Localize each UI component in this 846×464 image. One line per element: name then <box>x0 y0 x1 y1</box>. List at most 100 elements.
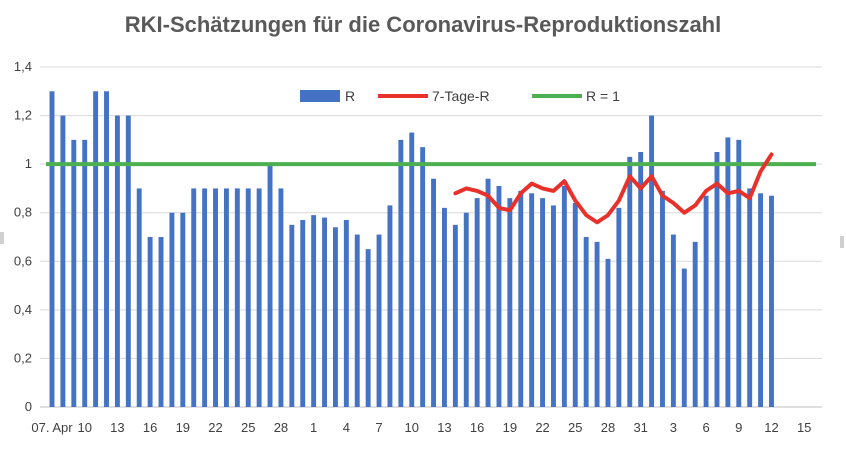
bar <box>452 224 458 407</box>
bar <box>769 195 774 407</box>
bar <box>289 224 295 407</box>
x-tick-label: 25 <box>568 420 582 435</box>
bar <box>670 234 676 407</box>
bar <box>540 198 546 407</box>
bar <box>703 195 709 407</box>
legend-label: 7-Tage-R <box>432 88 490 104</box>
bar <box>71 139 77 407</box>
bar <box>332 227 338 407</box>
bar <box>267 164 273 407</box>
bar <box>191 188 197 407</box>
bar <box>627 156 633 407</box>
x-tick-label: 12 <box>764 420 778 435</box>
bar <box>692 241 698 407</box>
bar <box>616 207 622 407</box>
bar <box>463 212 469 407</box>
bar <box>278 188 284 407</box>
x-tick-label: 10 <box>405 420 419 435</box>
bar <box>572 203 578 407</box>
bar <box>256 188 262 407</box>
bar <box>136 188 142 407</box>
bar <box>681 268 687 407</box>
legend-label: R = 1 <box>586 88 620 104</box>
bar <box>147 237 153 407</box>
bar <box>311 215 317 407</box>
x-tick-label: 13 <box>437 420 451 435</box>
x-tick-label: 13 <box>110 420 124 435</box>
bar <box>158 237 164 407</box>
bar <box>245 188 251 407</box>
x-tick-label: 25 <box>241 420 255 435</box>
x-tick-label: 07. Apr <box>31 420 73 435</box>
bar <box>387 205 393 407</box>
x-tick-label: 16 <box>470 420 484 435</box>
x-tick-label: 7 <box>375 420 382 435</box>
chart-title: RKI-Schätzungen für die Coronavirus-Repr… <box>124 12 722 37</box>
bar <box>420 147 426 407</box>
y-tick-label: 1 <box>25 156 32 171</box>
x-tick-label: 19 <box>176 420 190 435</box>
legend-swatch-r <box>300 90 340 102</box>
bar <box>125 115 131 408</box>
bar <box>104 91 109 408</box>
bar <box>365 249 371 407</box>
bar <box>551 205 556 407</box>
bar <box>474 198 480 407</box>
bar <box>518 190 524 407</box>
bar <box>82 139 88 407</box>
x-tick-label: 9 <box>735 420 742 435</box>
bar <box>638 152 644 407</box>
x-tick-label: 28 <box>274 420 288 435</box>
x-tick-label: 16 <box>143 420 157 435</box>
bar <box>343 220 349 407</box>
bar <box>529 193 535 407</box>
bar <box>649 115 655 408</box>
bar <box>496 186 502 407</box>
bar <box>758 193 764 407</box>
y-tick-label: 0,2 <box>14 350 32 365</box>
bar <box>485 178 491 407</box>
legend-label: R <box>345 88 355 104</box>
bar <box>180 212 186 407</box>
bar <box>60 115 66 408</box>
bar <box>725 137 731 407</box>
y-tick-label: 1,4 <box>14 59 32 74</box>
bar <box>354 234 360 407</box>
bar <box>376 234 382 407</box>
bar <box>234 188 240 407</box>
line-7-tage-r <box>453 152 774 225</box>
x-tick-label: 28 <box>601 420 615 435</box>
bar <box>714 152 720 407</box>
bar <box>441 207 447 407</box>
bar <box>213 188 218 407</box>
bar <box>605 258 611 407</box>
x-tick-label: 19 <box>503 420 517 435</box>
bar <box>169 212 175 407</box>
bar <box>747 188 753 407</box>
left-frame-handle <box>0 232 4 244</box>
x-tick-label: 6 <box>702 420 709 435</box>
bar <box>398 139 404 407</box>
bar <box>223 188 229 407</box>
x-tick-label: 15 <box>797 420 811 435</box>
x-tick-label: 22 <box>535 420 549 435</box>
bar <box>322 217 327 407</box>
bar <box>300 220 306 407</box>
bar <box>409 132 415 408</box>
bar <box>660 190 665 407</box>
bar <box>93 91 99 408</box>
y-tick-label: 0 <box>25 399 32 414</box>
bar <box>49 91 55 408</box>
right-frame-handle <box>840 236 844 248</box>
bar <box>736 139 742 407</box>
bar <box>507 198 513 407</box>
y-tick-label: 0,6 <box>14 253 32 268</box>
x-tick-label: 31 <box>633 420 647 435</box>
x-tick-label: 3 <box>670 420 677 435</box>
x-tick-label: 1 <box>310 420 317 435</box>
y-tick-label: 1,2 <box>14 108 32 123</box>
bar <box>561 186 567 407</box>
bar <box>594 241 600 407</box>
